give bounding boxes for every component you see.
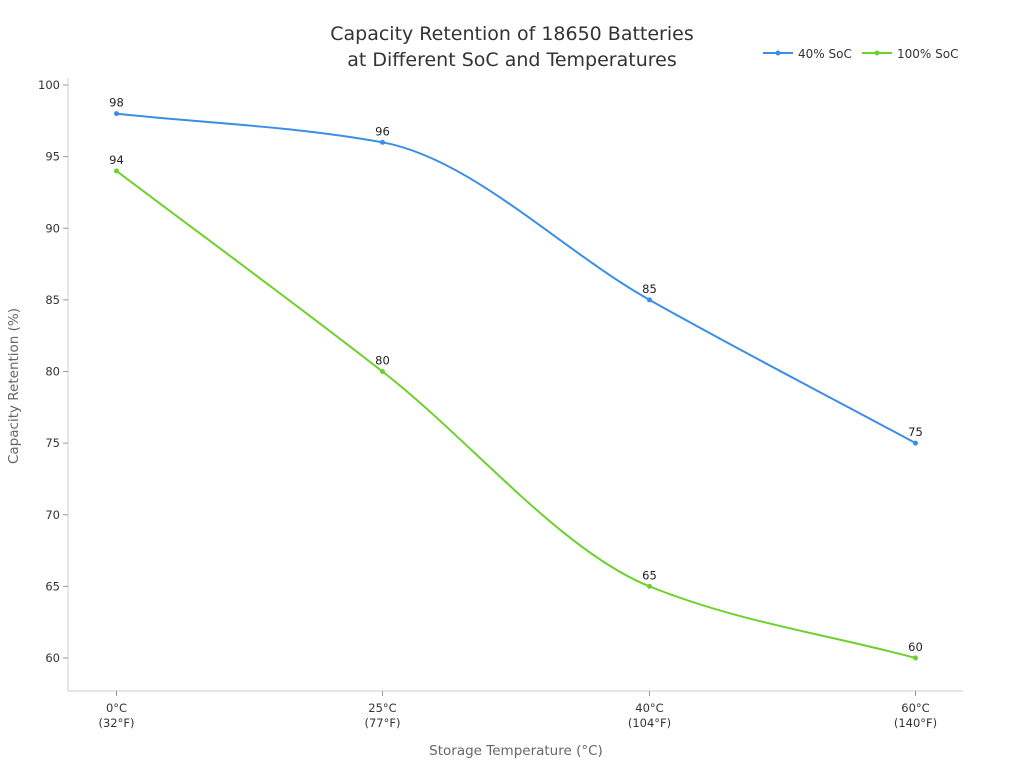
y-tick-label: 90 (45, 221, 60, 235)
chart-title-line-2: at Different SoC and Temperatures (347, 49, 676, 71)
series-line (116, 112, 916, 445)
data-label: 94 (109, 153, 124, 167)
y-tick-label: 60 (45, 651, 60, 665)
data-point (913, 440, 918, 446)
y-tick-label: 85 (45, 293, 60, 307)
x-tick-label: 0°C (32°F) (99, 701, 135, 730)
chart-title: Capacity Retention of 18650 Batteries at… (330, 23, 694, 71)
legend-item: 100% SoC (862, 47, 958, 61)
legend-label: 40% SoC (798, 47, 852, 61)
series-40-soc: 98 96 85 75 (109, 96, 923, 446)
data-point (380, 369, 385, 374)
data-point (913, 655, 918, 661)
y-tick-label: 80 (45, 365, 60, 379)
x-tick-label: 60°C (140°F) (894, 701, 937, 730)
data-point (647, 297, 652, 303)
y-tick-label: 75 (45, 436, 60, 450)
x-tick-label: 40°C (104°F) (628, 701, 671, 730)
data-label: 75 (908, 425, 923, 439)
legend-label: 100% SoC (897, 47, 958, 61)
y-tick-label: 95 (45, 150, 60, 164)
legend-item: 40% SoC (763, 47, 852, 61)
x-axis-title: Storage Temperature (°C) (429, 743, 603, 759)
series-100-soc: 94 80 65 60 (109, 153, 923, 661)
data-label: 80 (375, 354, 390, 368)
legend: 40% SoC 100% SoC (763, 47, 958, 61)
y-tick-label: 70 (45, 508, 60, 522)
series-layer: 98 96 85 75 94 80 65 60 (109, 96, 923, 661)
data-point (380, 139, 385, 145)
legend-swatch-marker (775, 50, 781, 56)
data-label: 60 (908, 640, 923, 654)
data-label: 98 (109, 96, 124, 110)
y-tick-label: 100 (38, 78, 60, 92)
data-label: 85 (642, 282, 657, 296)
data-label: 96 (375, 124, 390, 138)
chart-title-line-1: Capacity Retention of 18650 Batteries (330, 23, 694, 45)
data-point (114, 168, 119, 174)
data-label: 65 (642, 568, 657, 582)
data-point (114, 111, 119, 117)
legend-swatch-marker (874, 50, 880, 56)
series-line (115, 170, 916, 659)
data-point (647, 583, 652, 589)
y-axis-title: Capacity Retention (%) (6, 308, 22, 464)
x-tick-label: 25°C (77°F) (365, 701, 401, 730)
y-tick-label: 65 (45, 579, 60, 593)
axes: 60 65 70 75 80 85 90 95 100 0°C (32°F) 25°C (77°F) 40… (38, 78, 963, 730)
